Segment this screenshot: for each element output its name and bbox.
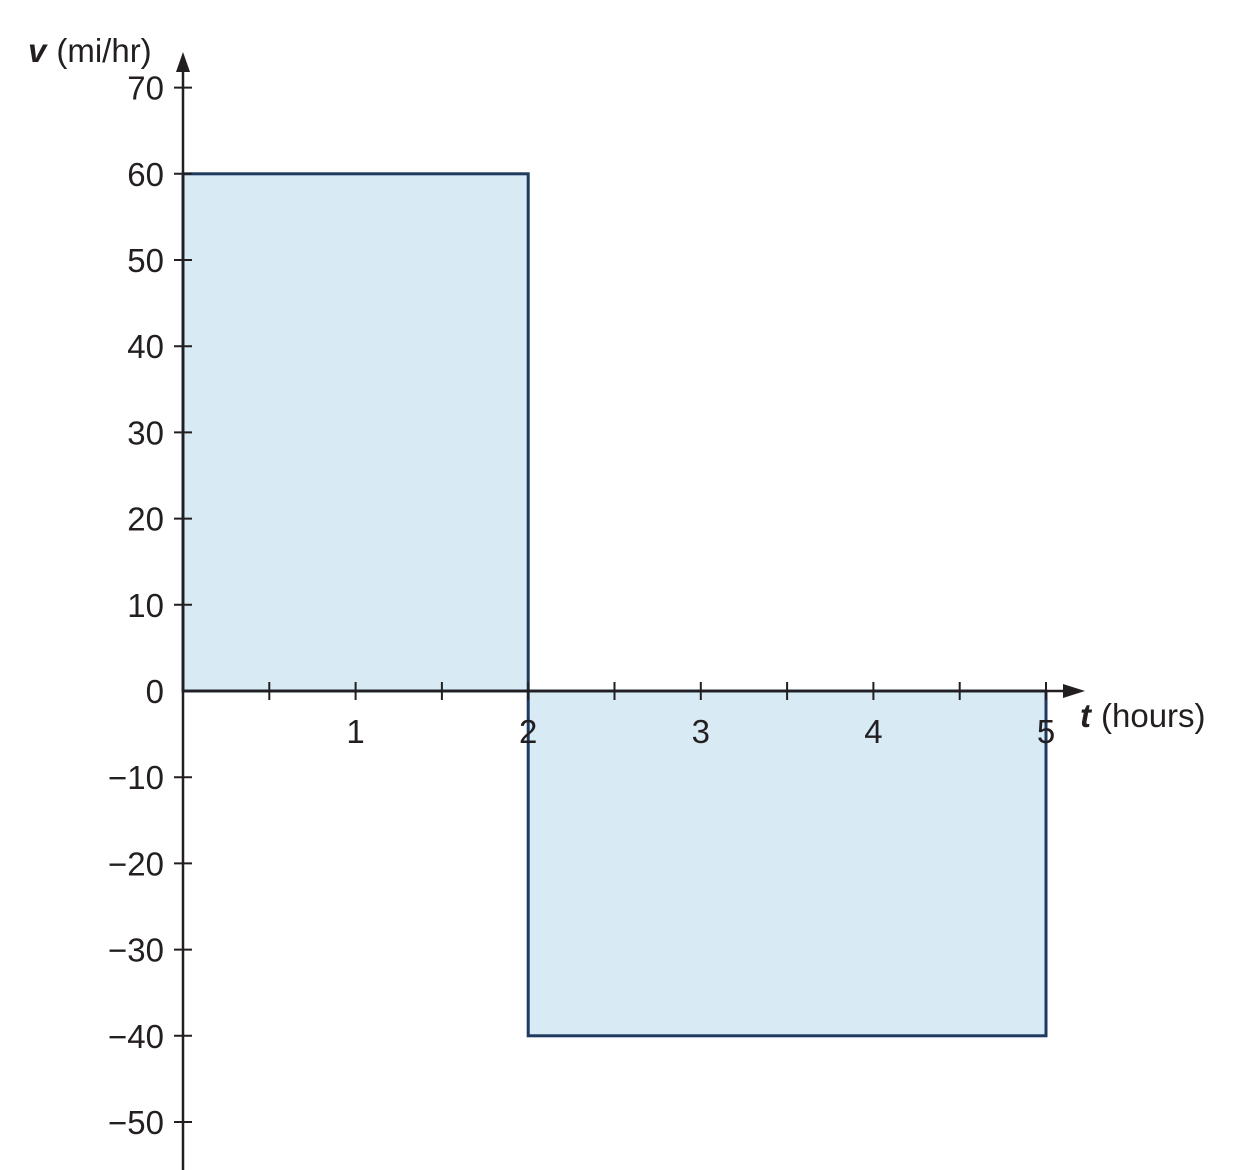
- regions-layer: [181, 172, 1048, 1038]
- x-tick-label: 2: [519, 713, 537, 750]
- y-tick-label: 30: [127, 414, 164, 451]
- y-tick-label: 10: [127, 587, 164, 624]
- y-tick-label: 40: [127, 328, 164, 365]
- velocity-region-2: [526, 689, 1048, 1038]
- y-tick-label: −10: [108, 759, 164, 796]
- y-tick-label: 20: [127, 501, 164, 538]
- tick-labels-layer: 1 2 3 4 5 70 60 50 40 30 20 10 0 −10 −20 −30 −40 −50: [108, 70, 1055, 1141]
- y-tick-label: 50: [127, 242, 164, 279]
- ticks-layer: [174, 86, 1047, 1123]
- axes-layer: [176, 52, 1085, 1170]
- x-tick-label: 1: [346, 713, 364, 750]
- y-tick-label: −40: [108, 1018, 164, 1055]
- y-axis-unit: (mi/hr): [56, 32, 151, 69]
- x-axis-variable: t: [1080, 697, 1093, 734]
- y-tick-label: −50: [108, 1104, 164, 1141]
- x-axis-title: t (hours): [1080, 697, 1206, 734]
- velocity-region-1: [181, 172, 530, 693]
- y-axis-title: v (mi/hr): [28, 32, 152, 69]
- y-axis-variable: v: [28, 32, 48, 69]
- x-axis-unit: (hours): [1101, 697, 1206, 734]
- y-axis-arrow: [176, 52, 190, 72]
- y-tick-label: −20: [108, 845, 164, 882]
- x-axis-arrow: [1063, 684, 1085, 698]
- x-tick-label: 5: [1037, 713, 1055, 750]
- y-tick-label: 0: [146, 673, 164, 710]
- y-tick-label: −30: [108, 932, 164, 969]
- x-tick-label: 3: [692, 713, 710, 750]
- y-tick-label: 60: [127, 156, 164, 193]
- x-tick-label: 4: [864, 713, 882, 750]
- y-tick-label: 70: [127, 70, 164, 107]
